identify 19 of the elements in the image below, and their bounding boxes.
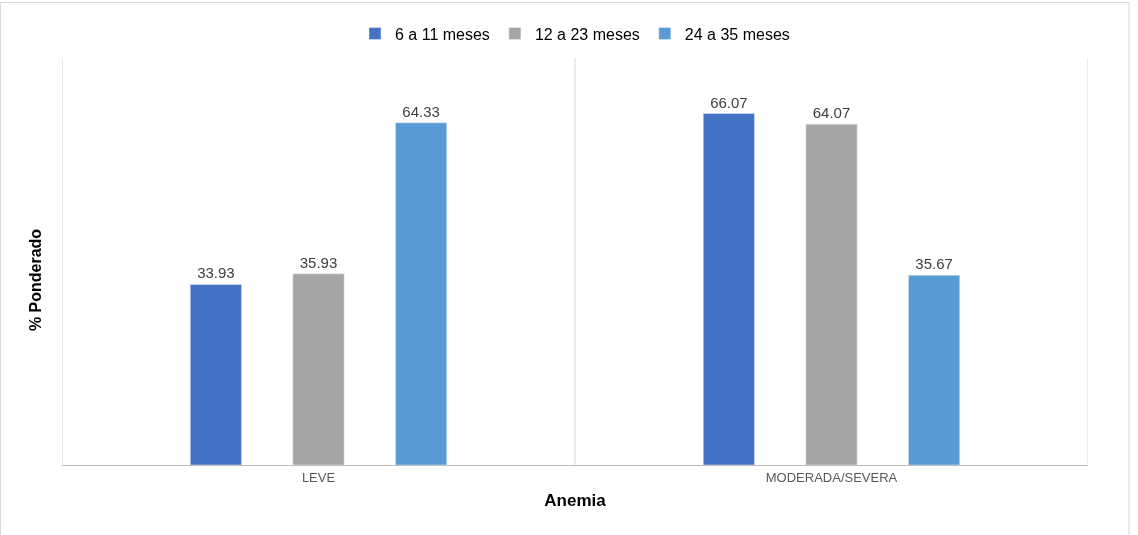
data-label: 64.07 [812, 104, 851, 122]
bar [395, 122, 447, 465]
data-label: 35.93 [299, 253, 338, 271]
legend-label: 6 a 11 meses [395, 25, 490, 43]
data-label: 64.33 [402, 102, 440, 120]
y-axis-title: % Ponderado [26, 228, 44, 332]
bar [805, 123, 858, 465]
legend-label: 24 a 35 meses [684, 25, 790, 43]
bar [190, 284, 242, 465]
legend-label: 12 a 23 meses [534, 25, 640, 43]
bar [703, 113, 755, 465]
data-label: 33.93 [197, 264, 235, 282]
data-label: 66.07 [710, 93, 748, 111]
x-tick-label: MODERADA/SEVERA [765, 469, 898, 485]
bar [292, 273, 345, 465]
x-axis-title: Anemia [544, 491, 607, 510]
x-tick-label: LEVE [301, 469, 336, 485]
data-label: 35.67 [915, 255, 953, 273]
bar [908, 274, 960, 465]
